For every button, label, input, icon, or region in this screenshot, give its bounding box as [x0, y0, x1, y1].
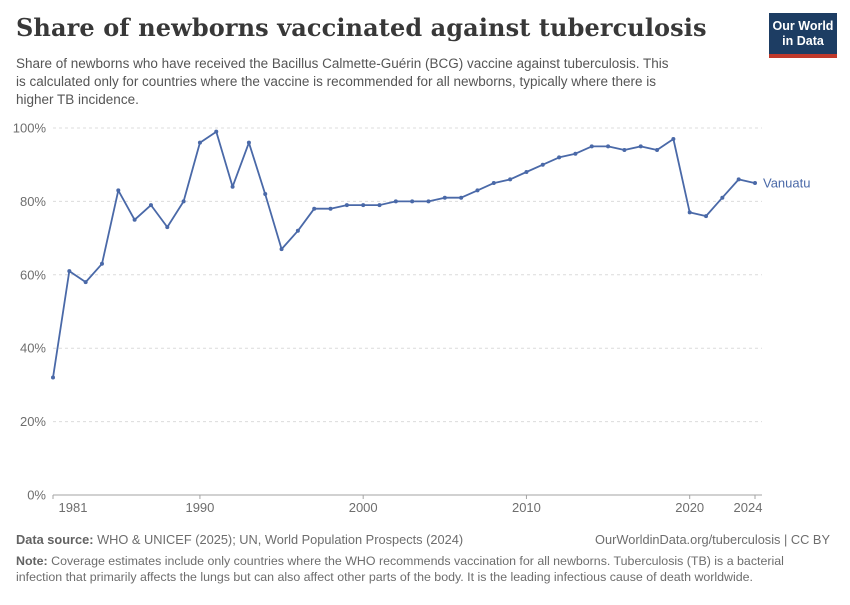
data-source: Data source: WHO & UNICEF (2025); UN, Wo… [16, 532, 463, 547]
data-point[interactable] [753, 181, 757, 186]
x-tick-label: 2024 [734, 500, 763, 515]
x-tick-label: 1990 [185, 500, 214, 515]
data-point[interactable] [573, 151, 578, 156]
data-point[interactable] [393, 199, 398, 204]
series-label-vanuatu[interactable]: Vanuatu [763, 176, 810, 191]
data-point[interactable] [230, 184, 235, 189]
data-point[interactable] [181, 199, 186, 204]
data-point[interactable] [279, 247, 284, 252]
data-point[interactable] [704, 214, 709, 219]
data-point[interactable] [377, 203, 382, 208]
owid-link[interactable]: OurWorldinData.org/tuberculosis | CC BY [595, 532, 830, 547]
data-point[interactable] [295, 228, 300, 233]
footer-source-row: Data source: WHO & UNICEF (2025); UN, Wo… [16, 532, 830, 547]
data-point[interactable] [99, 261, 104, 266]
data-point[interactable] [736, 177, 741, 182]
data-point[interactable] [720, 195, 725, 200]
data-point[interactable] [361, 203, 366, 208]
data-source-label: Data source: [16, 532, 94, 547]
footer-note: Note: Coverage estimates include only co… [16, 553, 844, 585]
data-point[interactable] [638, 144, 643, 149]
x-tick-label: 1981 [59, 500, 88, 515]
data-point[interactable] [540, 162, 545, 167]
data-source-text: WHO & UNICEF (2025); UN, World Populatio… [97, 532, 464, 547]
y-tick-label: 80% [20, 194, 46, 209]
data-point[interactable] [246, 140, 251, 145]
vanuatu-line[interactable] [52, 130, 756, 378]
data-point[interactable] [671, 137, 676, 142]
data-point[interactable] [116, 188, 121, 193]
page-title: Share of newborns vaccinated against tub… [16, 13, 707, 42]
data-point[interactable] [687, 210, 692, 215]
y-tick-label: 0% [27, 488, 46, 503]
note-label: Note: [16, 554, 48, 568]
data-point[interactable] [165, 225, 170, 230]
data-point[interactable] [557, 155, 562, 160]
y-tick-label: 60% [20, 267, 46, 282]
data-point[interactable] [410, 199, 415, 204]
data-point[interactable] [344, 203, 349, 208]
data-point[interactable] [197, 140, 202, 145]
data-point[interactable] [589, 144, 594, 149]
data-point[interactable] [508, 177, 513, 182]
data-point[interactable] [263, 192, 268, 197]
chart-subtitle: Share of newborns who have received the … [16, 56, 669, 107]
y-tick-label: 20% [20, 414, 46, 429]
owid-logo-line2: in Data [782, 34, 824, 48]
data-point[interactable] [655, 148, 660, 153]
data-point[interactable] [426, 199, 431, 204]
data-point[interactable] [442, 195, 447, 200]
y-tick-label: 100% [13, 121, 47, 136]
data-point[interactable] [83, 280, 88, 285]
x-tick-label: 2010 [512, 500, 541, 515]
data-point[interactable] [51, 375, 55, 380]
data-point[interactable] [214, 129, 219, 134]
data-point[interactable] [606, 144, 611, 149]
owid-logo-line1: Our World [772, 19, 834, 33]
owid-logo[interactable]: Our World in Data [769, 13, 837, 58]
y-tick-label: 40% [20, 341, 46, 356]
data-point[interactable] [312, 206, 317, 211]
data-point[interactable] [491, 181, 496, 186]
data-point[interactable] [67, 269, 72, 274]
data-point[interactable] [524, 170, 529, 175]
data-point[interactable] [148, 203, 153, 208]
data-point[interactable] [622, 148, 627, 153]
x-tick-label: 2020 [675, 500, 704, 515]
data-point[interactable] [328, 206, 333, 211]
note-text: Coverage estimates include only countrie… [16, 554, 784, 584]
x-tick-label: 2000 [349, 500, 378, 515]
data-point[interactable] [132, 217, 137, 222]
data-point[interactable] [459, 195, 464, 200]
data-point[interactable] [475, 188, 480, 193]
